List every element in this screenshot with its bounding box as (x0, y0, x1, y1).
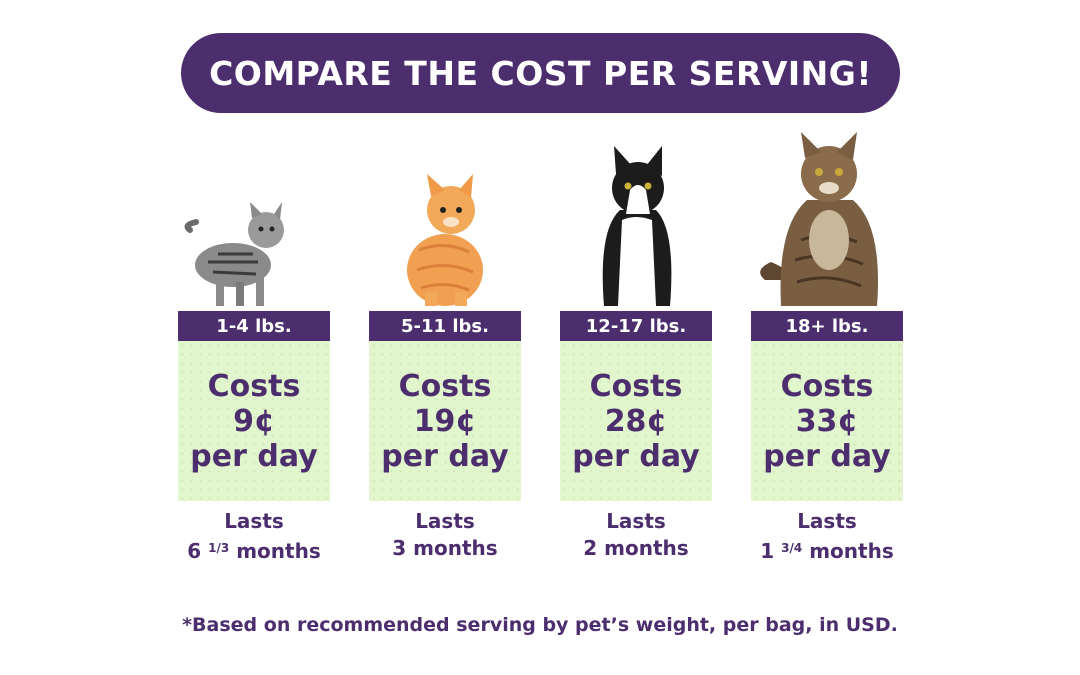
lasts-whole: 2 (583, 536, 598, 560)
lasts-unit: months (809, 539, 894, 563)
lasts-word: Lasts (415, 509, 475, 533)
lasts-duration: 2 months (540, 535, 732, 562)
cropped-headline (280, 0, 800, 10)
weight-label: 18+ lbs. (751, 311, 903, 341)
lasts-fraction: 3/4 (781, 541, 803, 555)
lasts-unit: months (413, 536, 498, 560)
weight-label: 12-17 lbs. (560, 311, 712, 341)
lasts-duration: 1 3/4 months (731, 535, 923, 565)
maine-coon-cat-icon (760, 132, 878, 306)
weight-label: 5-11 lbs. (369, 311, 521, 341)
cost-unit: per day (381, 438, 509, 474)
lasts-unit: months (236, 539, 321, 563)
lasts-text: Lasts 3 months (349, 508, 541, 562)
orange-cat-icon (407, 174, 483, 306)
lasts-duration: 3 months (349, 535, 541, 562)
lasts-word: Lasts (224, 509, 284, 533)
cost-unit: per day (572, 438, 700, 474)
lasts-fraction: 1/3 (208, 541, 230, 555)
cost-value: 9¢ (233, 403, 275, 439)
compare-banner: COMPARE THE COST PER SERVING! (181, 33, 900, 113)
lasts-whole: 3 (392, 536, 407, 560)
cost-box: Costs 19¢ per day (369, 341, 521, 501)
footnote: *Based on recommended serving by pet’s w… (182, 614, 898, 636)
cost-value: 19¢ (413, 403, 477, 439)
cost-word: Costs (589, 368, 683, 404)
cost-value: 28¢ (604, 403, 668, 439)
weight-label: 1-4 lbs. (178, 311, 330, 341)
lasts-duration: 6 1/3 months (158, 535, 350, 565)
cost-box: Costs 28¢ per day (560, 341, 712, 501)
lasts-text: Lasts 1 3/4 months (731, 508, 923, 565)
lasts-text: Lasts 2 months (540, 508, 732, 562)
lasts-whole: 6 (187, 539, 202, 563)
cost-unit: per day (190, 438, 318, 474)
lasts-word: Lasts (797, 509, 857, 533)
tuxedo-cat-icon (602, 146, 672, 306)
lasts-whole: 1 (760, 539, 775, 563)
tier-card: 12-17 lbs. Costs 28¢ per day Lasts 2 mon… (560, 130, 712, 580)
cost-unit: per day (763, 438, 891, 474)
tier-card: 1-4 lbs. Costs 9¢ per day Lasts 6 1/3 mo… (178, 130, 330, 580)
cost-box: Costs 9¢ per day (178, 341, 330, 501)
cost-word: Costs (780, 368, 874, 404)
cost-box: Costs 33¢ per day (751, 341, 903, 501)
tier-card: 5-11 lbs. Costs 19¢ per day Lasts 3 mont… (369, 130, 521, 580)
lasts-unit: months (604, 536, 689, 560)
lasts-word: Lasts (606, 509, 666, 533)
cost-word: Costs (398, 368, 492, 404)
cost-value: 33¢ (795, 403, 859, 439)
tabby-kitten-icon (184, 202, 284, 306)
cost-word: Costs (207, 368, 301, 404)
lasts-text: Lasts 6 1/3 months (158, 508, 350, 565)
banner-title: COMPARE THE COST PER SERVING! (209, 53, 872, 93)
tier-card: 18+ lbs. Costs 33¢ per day Lasts 1 3/4 m… (751, 130, 903, 580)
